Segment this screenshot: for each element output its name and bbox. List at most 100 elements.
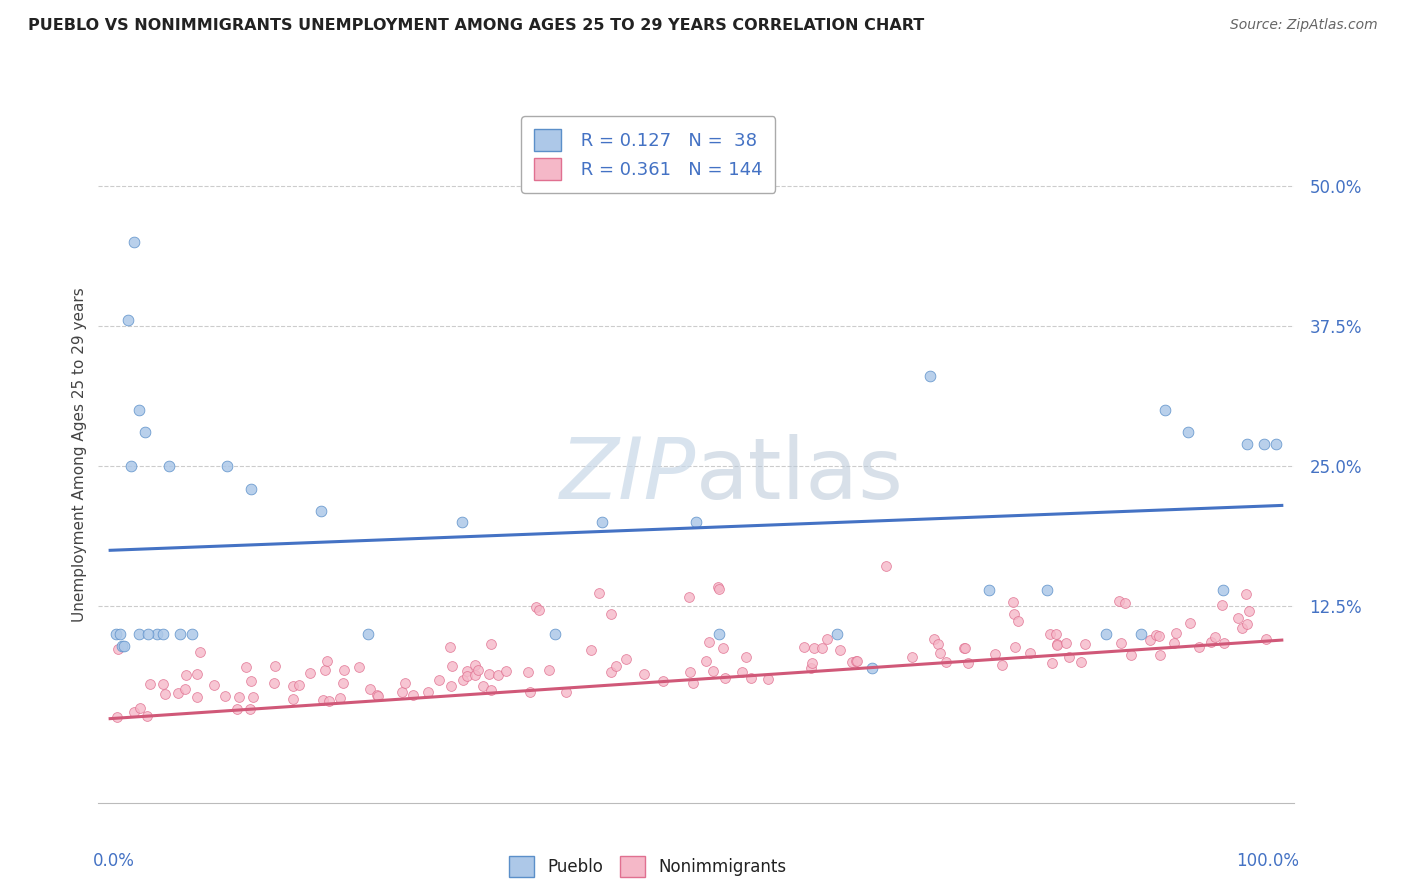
Point — [456, 669, 478, 683]
Text: 100.0%: 100.0% — [1236, 852, 1299, 870]
Point — [537, 663, 560, 677]
Point — [108, 627, 131, 641]
Point — [366, 688, 388, 702]
Point — [333, 664, 356, 678]
Point — [1108, 593, 1130, 607]
Point — [1226, 611, 1249, 625]
Point — [111, 639, 134, 653]
Point — [990, 658, 1012, 673]
Point — [614, 652, 637, 666]
Point — [953, 641, 976, 656]
Point — [152, 627, 174, 641]
Point — [709, 627, 731, 641]
Point — [1036, 582, 1059, 597]
Point — [875, 558, 897, 573]
Point — [128, 403, 150, 417]
Point — [846, 654, 869, 668]
Point — [1007, 614, 1029, 628]
Point — [139, 676, 162, 690]
Point — [1002, 595, 1025, 609]
Point — [464, 667, 486, 681]
Point — [652, 673, 675, 688]
Point — [1046, 637, 1069, 651]
Point — [811, 641, 834, 656]
Point — [1046, 638, 1069, 652]
Point — [451, 673, 474, 687]
Point — [1177, 425, 1199, 440]
Point — [800, 661, 823, 675]
Point — [416, 685, 439, 699]
Text: atlas: atlas — [696, 434, 904, 517]
Text: PUEBLO VS NONIMMIGRANTS UNEMPLOYMENT AMONG AGES 25 TO 29 YEARS CORRELATION CHART: PUEBLO VS NONIMMIGRANTS UNEMPLOYMENT AMO… — [28, 18, 924, 33]
Point — [901, 649, 924, 664]
Point — [803, 640, 825, 655]
Point — [479, 682, 502, 697]
Point — [1039, 627, 1062, 641]
Point — [495, 664, 517, 678]
Point — [357, 627, 380, 641]
Point — [332, 676, 354, 690]
Point — [825, 627, 848, 641]
Point — [1253, 436, 1275, 450]
Point — [707, 580, 730, 594]
Point — [394, 675, 416, 690]
Point — [682, 676, 704, 690]
Point — [928, 646, 950, 660]
Point — [235, 660, 257, 674]
Point — [711, 641, 734, 656]
Point — [953, 640, 976, 655]
Point — [633, 667, 655, 681]
Point — [1153, 403, 1175, 417]
Point — [153, 687, 176, 701]
Point — [456, 664, 478, 678]
Point — [524, 600, 547, 615]
Point — [735, 650, 758, 665]
Point — [120, 459, 142, 474]
Point — [122, 235, 145, 249]
Point — [1212, 582, 1234, 597]
Point — [1004, 640, 1026, 655]
Point — [441, 658, 464, 673]
Point — [239, 673, 262, 688]
Point — [800, 656, 823, 670]
Point — [695, 654, 717, 668]
Point — [920, 369, 942, 384]
Point — [402, 688, 425, 702]
Point — [146, 627, 169, 641]
Legend: Pueblo, Nonimmigrants: Pueblo, Nonimmigrants — [501, 848, 796, 885]
Point — [217, 459, 239, 474]
Point — [105, 709, 128, 723]
Point — [1121, 648, 1143, 662]
Point — [841, 655, 863, 669]
Point — [1236, 617, 1258, 632]
Point — [152, 676, 174, 690]
Point — [860, 661, 883, 675]
Point — [935, 655, 957, 669]
Point — [591, 515, 613, 529]
Point — [486, 668, 509, 682]
Point — [169, 627, 191, 641]
Y-axis label: Unemployment Among Ages 25 to 29 years: Unemployment Among Ages 25 to 29 years — [72, 287, 87, 623]
Point — [312, 693, 335, 707]
Point — [347, 660, 370, 674]
Point — [529, 603, 551, 617]
Point — [479, 636, 502, 650]
Point — [309, 504, 332, 518]
Point — [478, 666, 501, 681]
Point — [181, 627, 204, 641]
Point — [281, 679, 304, 693]
Point — [1054, 636, 1077, 650]
Point — [288, 678, 311, 692]
Point — [1188, 640, 1211, 654]
Point — [107, 642, 129, 657]
Point — [1199, 635, 1222, 649]
Text: ZIP: ZIP — [560, 434, 696, 517]
Point — [136, 708, 159, 723]
Text: 0.0%: 0.0% — [93, 852, 135, 870]
Point — [1213, 636, 1236, 650]
Point — [440, 679, 463, 693]
Point — [173, 681, 195, 696]
Point — [1002, 607, 1025, 622]
Text: Source: ZipAtlas.com: Source: ZipAtlas.com — [1230, 18, 1378, 32]
Point — [242, 690, 264, 705]
